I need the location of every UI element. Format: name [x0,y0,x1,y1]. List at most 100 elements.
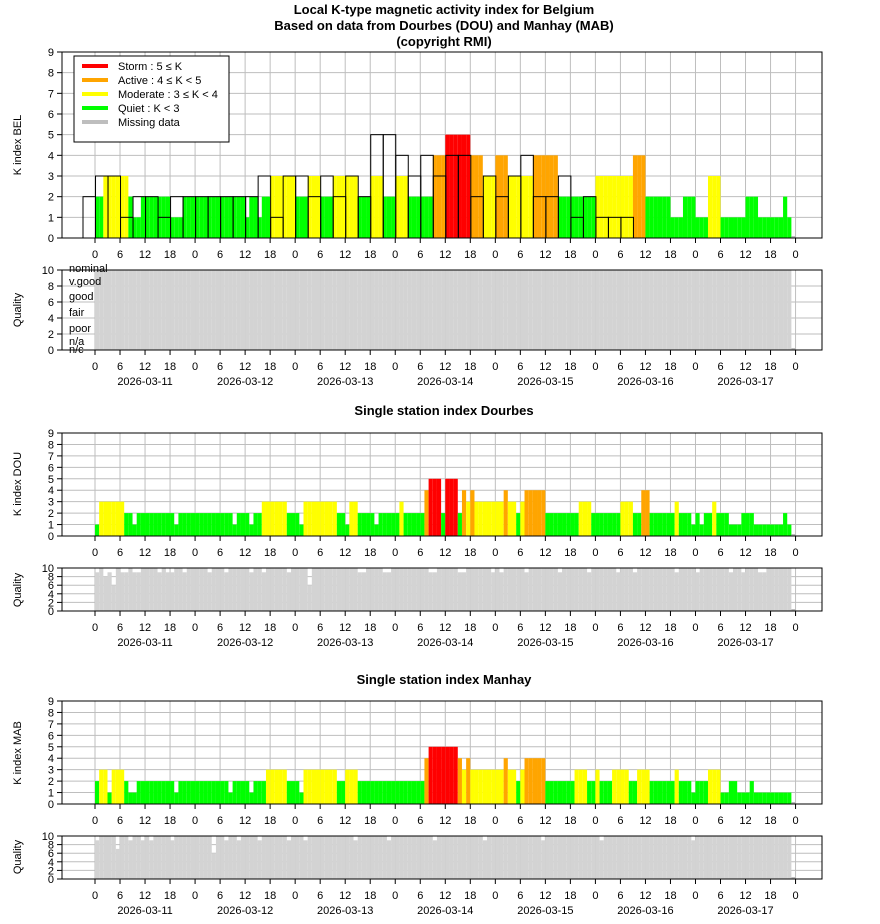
dou-quality-panel-date-label: 2026-03-12 [217,637,273,649]
bel-k-panel-bar [240,196,246,238]
bel-quality-panel-bar [670,270,675,350]
quality-level-label: n/a [69,336,85,348]
mab-quality-panel-bar [195,836,200,879]
bel-quality-panel-bar [303,270,308,350]
dou-quality-panel-bar [290,568,296,611]
dou-quality-panel-xtick-label: 18 [564,622,576,634]
bel-k-panel-bar [457,134,462,238]
mab-quality-panel-bar [153,836,158,879]
dou-quality-panel-bar [503,568,508,611]
dou-k-panel-xtick-label: 6 [317,547,323,559]
mab-quality-panel-bar [270,836,275,879]
mab-quality-panel-xtick-label: 6 [317,890,323,902]
mab-quality-panel-bar [286,840,291,879]
dou-k-panel-bar [428,478,433,536]
bel-quality-panel: 0 2 4 6 8 10 0 6 12 18 0 6 12 18 0 6 12 18 0 6 12 18 0 6 12 18 0 6 1… [42,265,823,388]
bel-k-panel-bar [699,217,704,238]
bel-quality-panel-bar [699,270,704,350]
bel-quality-panel-bar [165,270,171,350]
bel-k-panel-bar [512,176,517,238]
dou-quality-panel-bar [353,568,358,611]
dou-quality-panel-bar [378,568,383,611]
bel-k-panel-bar [178,217,183,238]
dou-quality-panel-xtick-label: 6 [417,622,423,634]
bel-quality-panel-xtick-label: 0 [492,361,498,373]
dou-k-panel-bar [324,501,329,536]
mab-k-panel-bar [445,746,450,804]
mab-quality-panel-bar [320,836,325,879]
dou-quality-panel-bar [678,568,683,611]
bel-k-panel-bar [391,196,396,238]
mab-k-panel-bar [278,769,283,804]
mab-quality-panel-xtick-label: 6 [217,890,223,902]
mab-k-panel-bar [245,781,250,804]
bel-quality-panel-xtick-label: 6 [217,361,223,373]
mab-quality-panel-xtick-label: 0 [592,890,598,902]
mab-k-panel-bar [457,758,462,804]
mab-quality-panel-xtick-label: 12 [439,890,451,902]
bel-quality-panel-bar [653,270,658,350]
dou-k-panel-bar [682,513,688,536]
bel-k-panel-bar [399,176,404,238]
dou-quality-panel-bar [257,568,262,611]
mab-k-panel-bar [265,769,271,804]
mab-k-panel-bar [320,769,325,804]
bel-quality-panel-bar [503,270,508,350]
mab-quality-panel-bar [766,836,771,879]
dou-quality-panel-bar [270,568,275,611]
bel-k-panel-bar [99,196,104,238]
mab-quality-panel-bar [307,836,312,879]
dou-quality-panel-bar [436,568,442,611]
bel-quality-panel-bar [128,270,133,350]
bel-quality-panel-bar [115,270,121,350]
mab-quality-panel-bar [411,836,417,879]
bel-k-panel-bar [182,196,187,238]
bel-k-panel-xtick-label: 12 [539,249,551,261]
mab-k-panel-bar [432,746,437,804]
dou-quality-panel-bar [545,568,550,611]
dou-k-panel-bar [203,513,208,536]
dou-quality-panel-bar [115,568,121,611]
dou-quality-panel-xtick-label: 18 [264,622,276,634]
dou-quality-panel-date-label: 2026-03-17 [717,637,773,649]
bel-quality-panel-bar [524,270,529,350]
bel-quality-panel-bar [286,270,291,350]
mab-k-panel-bar [224,781,229,804]
bel-k-panel-bar [557,196,563,238]
mab-k-panel-bar [357,781,362,804]
dou-quality-panel-bar [724,568,729,611]
bel-k-panel-bar [224,196,229,238]
legend: Storm : 5 ≤ K Active : 4 ≤ K < 5 Moderate … [73,55,230,143]
bel-quality-panel-bar [370,270,375,350]
bel-quality-panel-bar [557,270,563,350]
dou-k-panel-bar [178,513,183,536]
mab-quality-panel-bar [303,840,308,879]
bel-k-panel-bar [436,155,442,238]
mab-quality-panel-bar [678,836,683,879]
bel-quality-panel-bar [374,270,379,350]
mab-k-panel-bar [140,781,146,804]
bel-quality-panel-frame [61,269,823,351]
bel-quality-panel-bar [516,270,521,350]
legend-label: Moderate : 3 ≤ K < 4 [118,89,218,101]
bel-quality-panel-ytick-label: 2 [48,329,54,341]
bel-k-panel-bar [712,176,717,238]
mab-quality-panel-bar [628,836,633,879]
mab-k-panel-bar [553,781,558,804]
bel-quality-panel-bar [624,270,629,350]
dou-quality-panel-bar [562,568,567,611]
dou-k-panel-bar [282,501,287,536]
mab-quality-panel-bar [366,836,371,879]
mab-k-panel-bar [528,758,533,804]
mab-quality-panel-bar [470,836,475,879]
mab-quality-panel-bar [466,836,471,879]
bel-quality-panel-bar [674,270,679,350]
dou-k-panel-bar [632,513,638,536]
bel-quality-panel-bar [345,270,350,350]
bel-k-panel-bar [303,196,308,238]
bel-quality-panel-bar [541,270,546,350]
mab-k-panel-bar [382,781,387,804]
mab-k-panel-xtick-label: 18 [164,815,176,827]
dou-quality-panel-bar [528,568,533,611]
